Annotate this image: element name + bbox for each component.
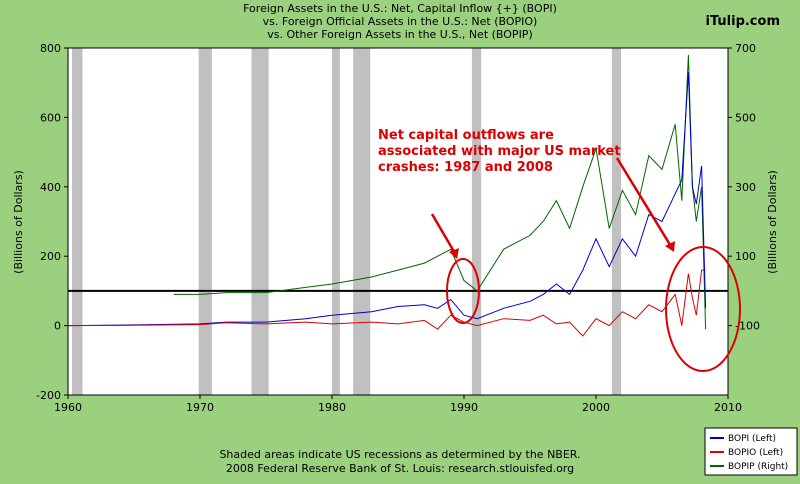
crash-circle-1987 <box>446 258 480 324</box>
annotation-group: Net capital outflows are associated with… <box>378 128 741 372</box>
recession-band <box>611 48 622 395</box>
recession-band <box>71 48 83 395</box>
y-tick-label-left: -200 <box>36 389 61 402</box>
recession-band <box>251 48 269 395</box>
annotation-arrowhead-1987 <box>449 248 459 259</box>
chart-title-line-2: vs. Foreign Official Assets in the U.S.:… <box>263 15 538 28</box>
x-tick-label: 1960 <box>54 401 82 414</box>
y-axis-label-left: (Billions of Dollars) <box>12 170 25 274</box>
x-tick-label: 1970 <box>186 401 214 414</box>
annotation-line-1: Net capital outflows are <box>378 128 554 143</box>
series-lines <box>67 54 707 337</box>
legend: BOPI (Left) BOPIO (Left) BOPIP (Right) <box>704 427 798 476</box>
footer-line-2: 2008 Federal Reserve Bank of St. Louis: … <box>226 462 574 475</box>
footer-line-1: Shaded areas indicate US recessions as d… <box>219 448 580 461</box>
y-tick-label-left: 600 <box>40 111 61 124</box>
y-tick-label-left: 200 <box>40 250 61 263</box>
y-tick-label-right: -100 <box>735 320 760 333</box>
y-tick-label-left: 800 <box>40 42 61 55</box>
recession-band <box>471 48 482 395</box>
y-tick-label-left: 0 <box>54 320 61 333</box>
brand-label: iTulip.com <box>706 14 781 29</box>
y-tick-label-left: 400 <box>40 181 61 194</box>
x-tick-label: 2000 <box>582 401 610 414</box>
recession-band <box>353 48 371 395</box>
chart-title-line-1: Foreign Assets in the U.S.: Net, Capital… <box>243 2 557 15</box>
y-tick-label-right: 300 <box>735 181 756 194</box>
annotation-line-3: crashes: 1987 and 2008 <box>378 160 553 175</box>
annotation-line-2: associated with major US market <box>378 144 621 159</box>
series-line-bopio <box>67 269 706 337</box>
annotation-arrow-2008 <box>615 157 674 249</box>
x-tick-label: 1990 <box>450 401 478 414</box>
chart-title-line-3: vs. Other Foreign Assets in the U.S., Ne… <box>267 28 532 41</box>
crash-circle-2008 <box>665 246 741 372</box>
x-tick-label: 1980 <box>318 401 346 414</box>
recession-band <box>332 48 340 395</box>
plot-area <box>68 48 728 395</box>
legend-label-bopi: BOPI (Left) <box>728 434 776 444</box>
series-line-bopi <box>67 72 707 327</box>
annotation-arrowhead-2008 <box>665 241 675 252</box>
recession-bands <box>71 48 622 395</box>
recession-band <box>198 48 212 395</box>
y-tick-label-right: 100 <box>735 250 756 263</box>
legend-label-bopio: BOPIO (Left) <box>728 448 783 458</box>
y-tick-label-right: 700 <box>735 42 756 55</box>
annotation-arrow-1987 <box>430 213 458 256</box>
plot-border <box>67 47 729 396</box>
y-axis-label-right: (Billions of Dollars) <box>766 170 779 274</box>
axes: 1960 1970 1980 1990 2000 2010 -200 0 200 400 600 80… <box>36 42 760 414</box>
y-tick-label-right: 500 <box>735 111 756 124</box>
series-line-bopip <box>173 54 707 330</box>
x-tick-label: 2010 <box>714 401 742 414</box>
legend-label-bopip: BOPIP (Right) <box>728 462 788 472</box>
